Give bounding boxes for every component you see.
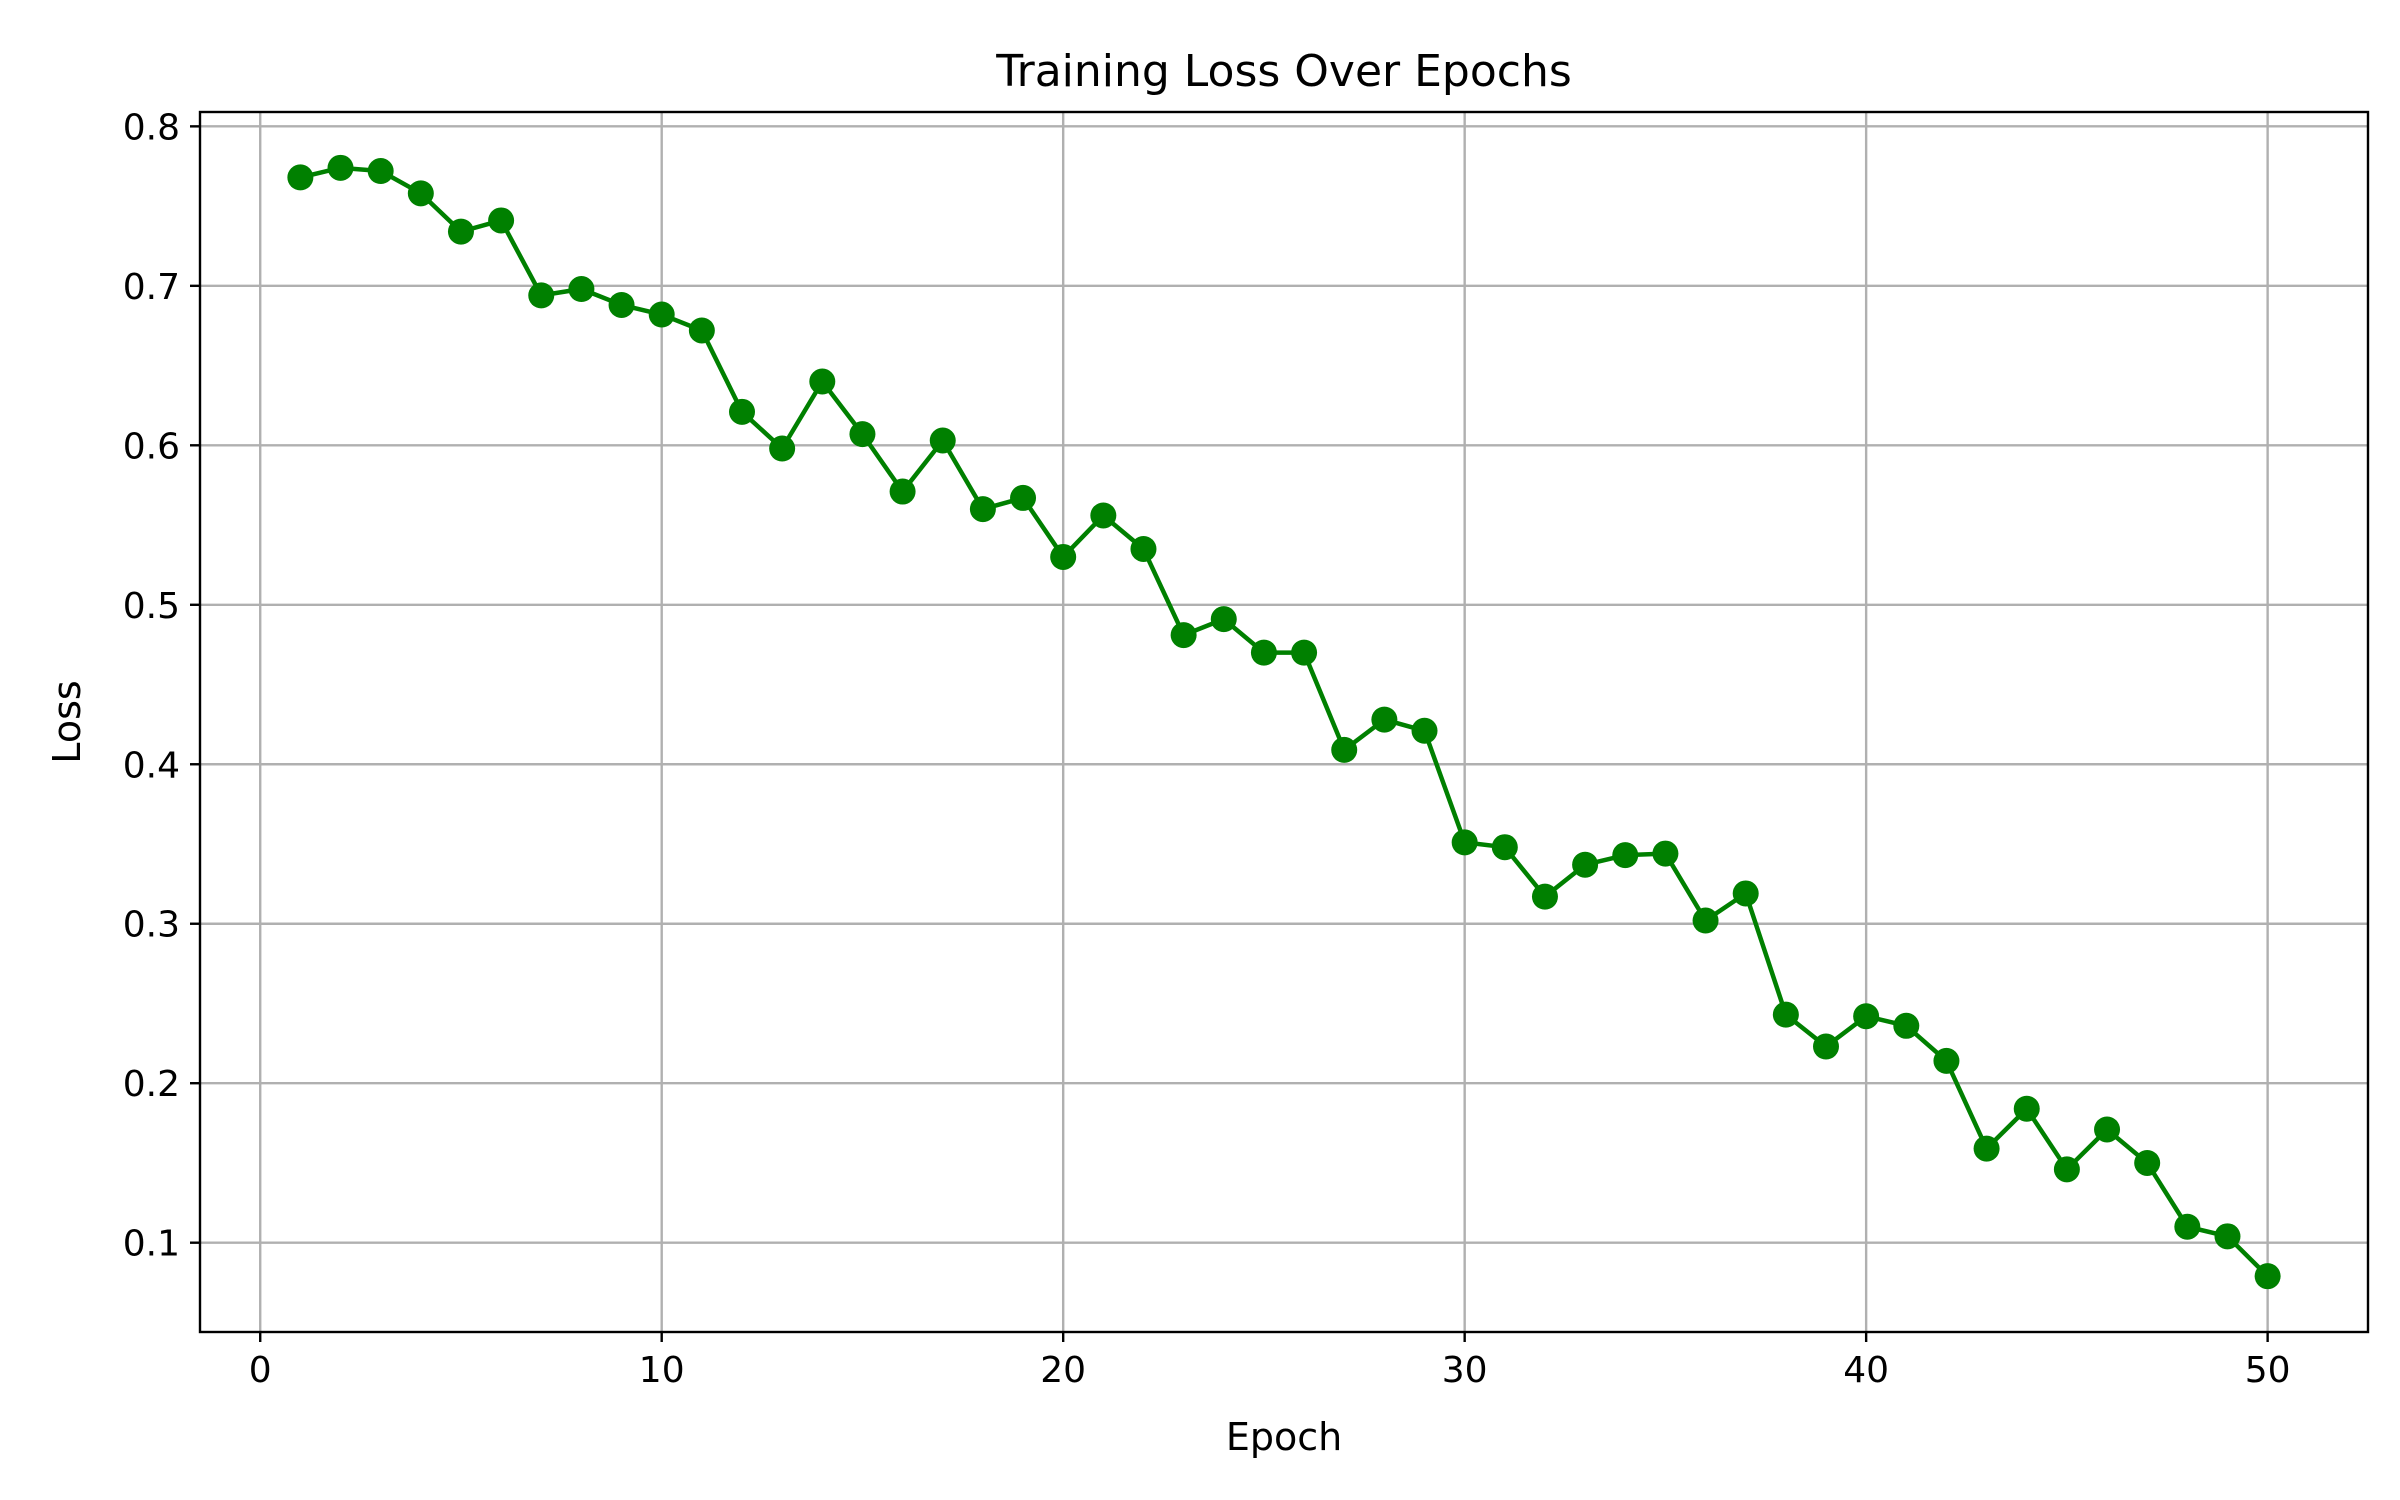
data-point — [1291, 639, 1318, 666]
data-point — [2174, 1213, 2201, 1240]
series-line — [299, 165, 2270, 1278]
y-tick-label: 0.5 — [123, 586, 180, 627]
chart-title: Training Loss Over Epochs — [995, 46, 1572, 97]
data-point — [929, 427, 956, 454]
y-tick-label: 0.4 — [123, 745, 180, 786]
data-point — [1772, 1001, 1799, 1028]
grid-lines — [200, 112, 2368, 1332]
data-point — [1853, 1003, 1880, 1030]
data-point — [729, 398, 755, 425]
data-point — [1371, 706, 1398, 733]
data-point — [1170, 622, 1197, 649]
data-point — [688, 317, 715, 344]
data-point — [2094, 1116, 2121, 1143]
data-point — [1652, 840, 1679, 867]
data-point — [1893, 1012, 1920, 1039]
data-point — [2134, 1149, 2161, 1176]
data-point — [2053, 1156, 2080, 1183]
data-point — [1973, 1135, 2000, 1162]
data-point — [2013, 1095, 2040, 1122]
data-point — [1451, 829, 1478, 856]
axes-frame — [198, 110, 2370, 1334]
data-point — [1130, 535, 1157, 562]
data-point — [488, 207, 515, 234]
data-point — [1531, 883, 1558, 910]
plot-frame — [198, 110, 2370, 1334]
data-point — [1612, 842, 1639, 869]
tick-marks-and-labels: 0 10 20 30 40 50 0.1 0.2 0.3 0.4 0.5 0.6 0.7 0.8 — [123, 107, 2291, 1391]
data-point — [1411, 717, 1438, 744]
x-tick-label: 50 — [2245, 1350, 2291, 1391]
data-point — [407, 180, 434, 207]
x-axis-label: Epoch — [1226, 1415, 1342, 1459]
x-tick-label: 0 — [249, 1350, 272, 1391]
data-point — [1250, 639, 1277, 666]
data-point — [1813, 1033, 1839, 1060]
data-point — [287, 164, 314, 191]
data-point — [608, 291, 635, 318]
y-tick-label: 0.1 — [123, 1224, 180, 1265]
data-point — [849, 421, 876, 448]
data-point — [1090, 502, 1117, 529]
data-point — [1010, 484, 1037, 511]
data-point — [327, 154, 354, 181]
data-point — [568, 276, 595, 303]
series-layer — [287, 154, 2281, 1290]
y-tick-label: 0.2 — [123, 1064, 180, 1105]
data-point — [447, 218, 474, 245]
data-point — [2214, 1223, 2241, 1250]
data-point — [969, 496, 996, 523]
x-tick-label: 30 — [1442, 1350, 1488, 1391]
data-point — [1491, 834, 1518, 861]
data-point — [2254, 1263, 2281, 1290]
data-point — [1692, 907, 1719, 934]
data-point — [1331, 736, 1358, 763]
y-tick-label: 0.8 — [123, 107, 180, 148]
y-tick-label: 0.3 — [123, 905, 180, 946]
data-point — [367, 158, 394, 185]
data-point — [1732, 880, 1759, 907]
data-point — [1572, 851, 1599, 878]
x-tick-label: 40 — [1843, 1350, 1889, 1391]
y-tick-label: 0.7 — [123, 267, 180, 308]
data-point — [528, 282, 555, 309]
x-tick-label: 10 — [639, 1350, 685, 1391]
data-point — [1933, 1047, 1960, 1074]
data-point — [769, 435, 796, 462]
y-tick-label: 0.6 — [123, 426, 180, 467]
data-point — [1050, 543, 1077, 570]
data-point — [1210, 606, 1237, 633]
data-point — [889, 478, 916, 505]
data-point — [809, 368, 836, 395]
x-tick-label: 20 — [1040, 1350, 1086, 1391]
data-point — [648, 301, 675, 328]
y-axis-label: Loss — [45, 680, 89, 763]
